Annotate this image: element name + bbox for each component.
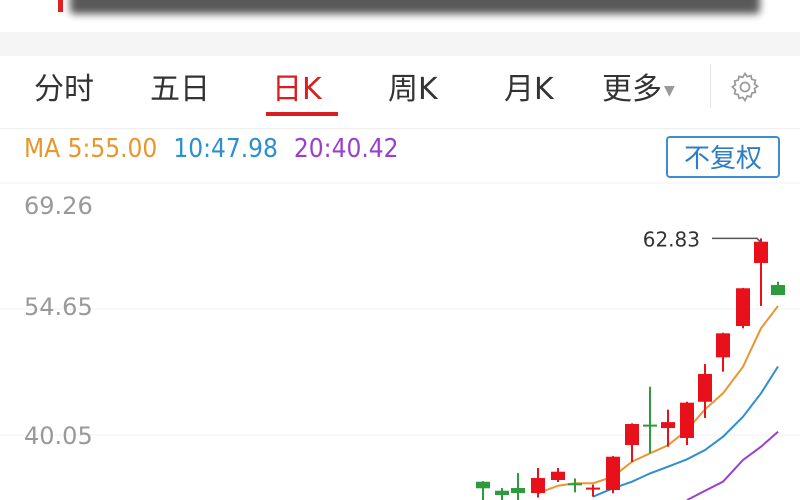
candle-down [511,488,525,494]
candle-up [698,373,712,402]
y-tick-label: 54.65 [24,293,93,321]
candle-up [606,456,620,491]
candle-up [625,424,639,445]
title-text-cropped [70,0,760,14]
tab-weekly-k[interactable]: 周K [388,72,438,107]
title-bar [0,0,800,32]
tab-more[interactable]: 更多 ▼ [602,70,675,110]
candle-up [531,478,545,494]
tab-monthly-k[interactable]: 月K [504,72,554,107]
y-tick-label: 69.26 [24,192,93,220]
candle-up [754,241,768,264]
candle-up [716,333,730,358]
candle-up [736,288,750,326]
tab-five-day[interactable]: 五日 [150,72,210,107]
candle-up [586,487,600,490]
max-price-label: 62.83 [643,227,700,251]
gear-icon[interactable] [728,70,762,104]
divider [710,64,711,108]
ma10-line [592,365,779,498]
tab-intraday[interactable]: 分时 [34,72,94,107]
title-mark [58,0,63,12]
candle-up [551,471,565,481]
ma-legend: MA 5:55.00 10:47.98 20:40.42 [24,134,399,164]
candle-down [643,424,657,427]
ma5-line [537,305,779,495]
price-adjust-button[interactable]: 不复权 [666,136,780,178]
candle-up [661,422,675,429]
ma20-value: 20:40.42 [293,134,399,164]
candle-down [476,481,490,489]
candle-down [495,490,509,496]
max-marker-line [712,237,762,243]
tab-more-label: 更多 [602,72,662,107]
ma20-line [686,431,779,500]
y-tick-label: 40.05 [24,422,93,450]
candle-up [680,402,694,438]
ma5-value: MA 5:55.00 [24,134,158,164]
period-tabs: 分时 五日 日K 周K 月K 更多 ▼ [0,56,800,122]
ma10-value: 10:47.98 [173,134,278,164]
divider-band [0,32,800,56]
candle-down [568,483,582,486]
caret-down-icon: ▼ [664,82,675,99]
active-tab-indicator [266,112,338,116]
divider [0,128,800,129]
tab-daily-k[interactable]: 日K [272,72,322,107]
candle-down [771,285,785,296]
